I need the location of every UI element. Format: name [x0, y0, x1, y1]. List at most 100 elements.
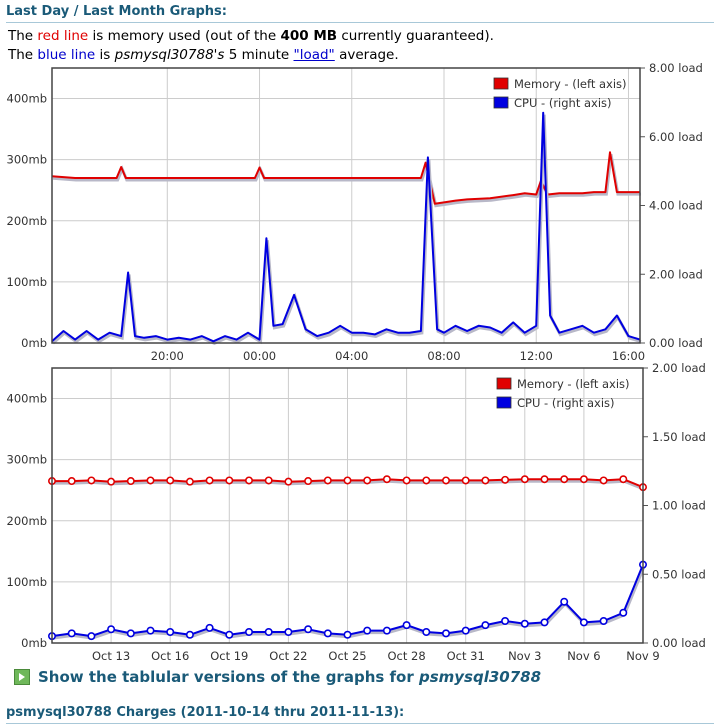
y-right-tick-label: 0.00 load [649, 336, 703, 350]
graphs-section-title: Last Day / Last Month Graphs: [6, 4, 714, 23]
data-point [87, 476, 96, 485]
data-point [619, 475, 628, 484]
series-line-cpu [51, 111, 641, 343]
x-tick-label: 08:00 [427, 349, 460, 363]
x-tick-label: 04:00 [335, 349, 368, 363]
data-point [205, 623, 214, 632]
data-point [441, 476, 450, 485]
data-point [599, 616, 608, 625]
data-point [579, 618, 588, 627]
y-right-tick-label: 2.00 load [652, 361, 706, 375]
x-tick-label: Oct 16 [151, 649, 189, 663]
desc-text: The [8, 47, 38, 63]
y-left-tick-label: 200mb [7, 514, 47, 528]
plot-frame [51, 367, 644, 644]
x-tick-label: Oct 22 [269, 649, 307, 663]
data-point [382, 626, 391, 635]
plot-frame [51, 67, 641, 344]
y-left-tick-label: 300mb [7, 153, 47, 167]
y-left-tick-label: 400mb [7, 92, 47, 106]
y-left-tick-label: 0mb [21, 336, 47, 350]
x-tick-label: Nov 6 [567, 649, 600, 663]
data-point [382, 475, 391, 484]
data-point [540, 618, 549, 627]
data-point [185, 477, 194, 486]
data-point [481, 476, 490, 485]
y-left-tick-label: 200mb [7, 214, 47, 228]
legend-label: CPU - (right axis) [514, 96, 612, 110]
desc-text: The [8, 28, 38, 44]
data-point [87, 632, 96, 641]
x-tick-label: 12:00 [520, 349, 553, 363]
load-help-link[interactable]: "load" [293, 47, 335, 63]
data-point [146, 626, 155, 635]
y-left-tick-label: 300mb [7, 453, 47, 467]
data-point [363, 626, 372, 635]
data-point [560, 475, 569, 484]
data-point [264, 627, 273, 636]
blue-line-label: blue line [37, 47, 96, 63]
data-point [323, 476, 332, 485]
red-line-label: red line [37, 28, 89, 44]
data-point [67, 629, 76, 638]
play-icon [14, 669, 30, 685]
data-point [501, 616, 510, 625]
data-point [304, 625, 313, 634]
data-point [422, 627, 431, 636]
x-tick-label: Nov 9 [626, 649, 659, 663]
desc-text: is memory used (out of the [88, 28, 281, 44]
charges-section-title: psmysql30788 Charges (2011-10-14 thru 20… [6, 705, 714, 724]
y-right-tick-label: 6.00 load [649, 130, 703, 144]
legend-label: CPU - (right axis) [517, 396, 615, 410]
legend-swatch-memory [496, 377, 512, 390]
data-point [599, 476, 608, 485]
y-left-tick-label: 400mb [7, 392, 47, 406]
y-right-tick-label: 8.00 load [649, 61, 703, 75]
data-point [343, 630, 352, 639]
chart-1: 0mb 100mb 200mb 300mb 400mb 20:00 00:00 04:00 08… [7, 61, 703, 363]
data-point [185, 630, 194, 639]
y-left-tick-label: 100mb [7, 275, 47, 289]
data-point [245, 627, 254, 636]
data-point [166, 627, 175, 636]
y-right-tick-label: 4.00 load [649, 199, 703, 213]
legend-label: Memory - (left axis) [517, 377, 630, 391]
data-point [481, 621, 490, 630]
x-tick-label: 20:00 [151, 349, 184, 363]
data-point [225, 630, 234, 639]
data-point [402, 476, 411, 485]
data-point [501, 475, 510, 484]
y-right-tick-label: 1.00 load [652, 499, 706, 513]
desc-text: is [95, 47, 115, 63]
data-point [205, 476, 214, 485]
desc-text: 5 minute [224, 47, 294, 63]
data-point [363, 476, 372, 485]
data-point [579, 475, 588, 484]
x-tick-label: Oct 25 [328, 649, 366, 663]
x-tick-label: Nov 3 [508, 649, 541, 663]
cpu-description: The blue line is psmysql30788's 5 minute… [8, 46, 399, 65]
x-tick-label: Oct 19 [210, 649, 248, 663]
data-point [560, 597, 569, 606]
tabular-link-host: psmysql30788 [418, 668, 542, 686]
legend-swatch-memory [493, 77, 509, 90]
show-tabular-link[interactable]: Show the tablular versions of the graphs… [14, 668, 541, 686]
y-left-tick-label: 0mb [21, 636, 47, 650]
y-right-tick-label: 0.00 load [652, 636, 706, 650]
data-point [166, 476, 175, 485]
legend-label: Memory - (left axis) [514, 77, 627, 91]
memory-description: The red line is memory used (out of the … [8, 27, 494, 46]
x-tick-label: Oct 28 [388, 649, 426, 663]
y-right-tick-label: 2.00 load [649, 267, 703, 281]
series-line-memory [51, 151, 640, 205]
desc-text: average. [334, 47, 399, 63]
data-point [146, 476, 155, 485]
y-right-tick-label: 1.50 load [652, 430, 706, 444]
graphs-svg: 0mb 100mb 200mb 300mb 400mb 20:00 00:00 04:00 08… [7, 61, 706, 663]
x-tick-label: 16:00 [612, 349, 645, 363]
data-point [225, 476, 234, 485]
data-point [284, 477, 293, 486]
data-point [264, 476, 273, 485]
data-point [284, 627, 293, 636]
data-point [343, 476, 352, 485]
